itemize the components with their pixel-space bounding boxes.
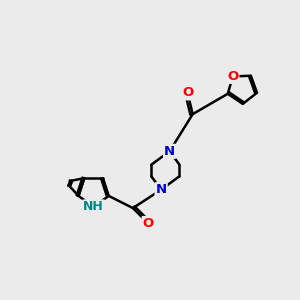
Text: O: O	[182, 86, 193, 99]
Text: NH: NH	[83, 200, 104, 213]
Text: O: O	[143, 217, 154, 230]
Text: N: N	[164, 145, 175, 158]
Text: N: N	[156, 183, 167, 196]
Text: O: O	[227, 70, 238, 83]
